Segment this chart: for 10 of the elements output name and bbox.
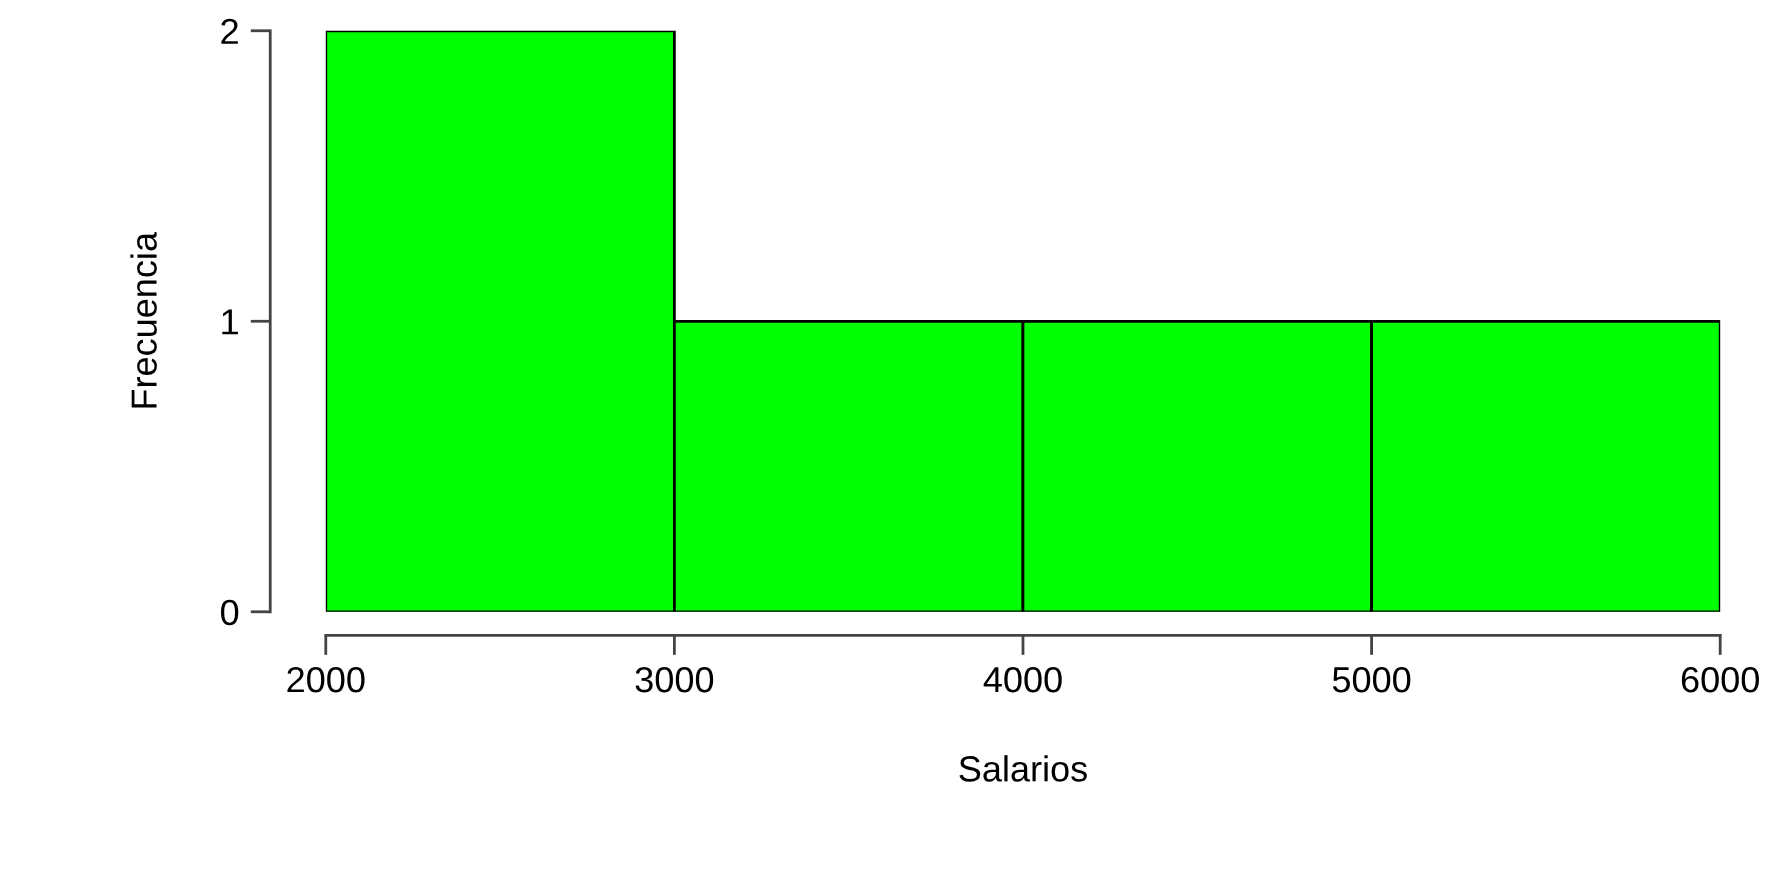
x-tick-label: 3000 bbox=[635, 666, 714, 693]
x-tick-label: 6000 bbox=[1681, 666, 1759, 693]
y-axis-title: Frecuencia bbox=[130, 231, 157, 408]
y-tick-label: 1 bbox=[222, 309, 238, 335]
x-tick-label: 4000 bbox=[983, 666, 1062, 693]
x-axis-title: Salarios bbox=[959, 755, 1087, 782]
y-tick-label: 0 bbox=[221, 599, 239, 626]
x-tick-label: 5000 bbox=[1332, 666, 1411, 693]
x-tick-label: 2000 bbox=[287, 666, 365, 693]
y-tick-label: 2 bbox=[221, 18, 238, 44]
